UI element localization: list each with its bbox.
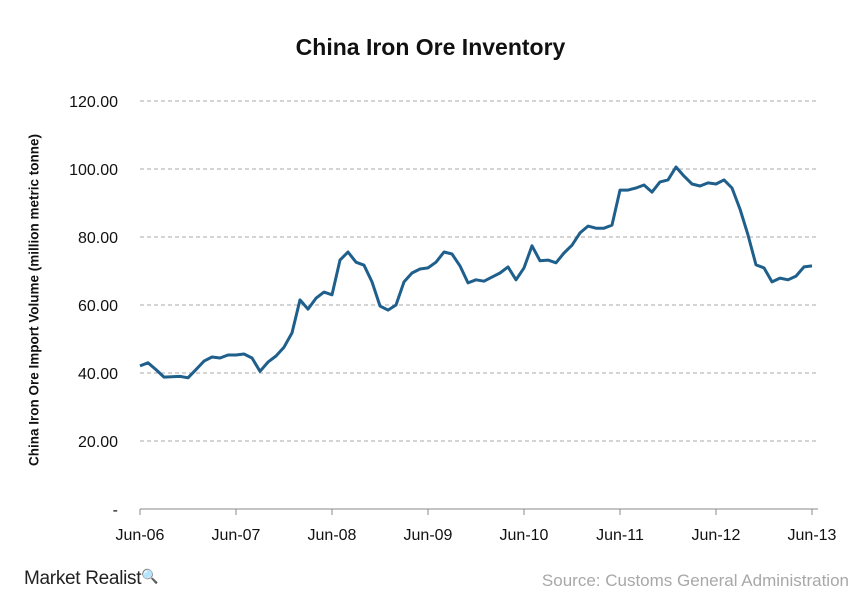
y-tick-label: 120.00 bbox=[69, 94, 118, 111]
x-tick-label: Jun-13 bbox=[788, 527, 837, 544]
x-tick-label: Jun-09 bbox=[404, 527, 453, 544]
y-tick-label: 100.00 bbox=[69, 162, 118, 179]
y-tick-label: 80.00 bbox=[78, 230, 118, 247]
source-note: Source: Customs General Administration bbox=[541, 571, 849, 590]
series-line bbox=[139, 165, 813, 380]
y-tick-label: - bbox=[113, 502, 118, 519]
y-tick-label: 20.00 bbox=[78, 434, 118, 451]
y-tick-label: 60.00 bbox=[78, 298, 118, 315]
magnifier-chart-icon: 🔍 bbox=[141, 568, 159, 584]
y-tick-label: 40.00 bbox=[78, 366, 118, 383]
x-tick-label: Jun-07 bbox=[212, 527, 261, 544]
x-tick-label: Jun-08 bbox=[308, 527, 357, 544]
market-realist-logo: Market Realist🔍 bbox=[24, 568, 159, 590]
x-tick-label: Jun-11 bbox=[596, 527, 644, 544]
x-tick-label: Jun-12 bbox=[692, 527, 741, 544]
brand-name: Market Realist bbox=[24, 568, 142, 589]
x-tick-label: Jun-10 bbox=[500, 527, 549, 544]
x-tick-label: Jun-06 bbox=[116, 527, 165, 544]
chart-title: China Iron Ore Inventory bbox=[295, 34, 566, 60]
